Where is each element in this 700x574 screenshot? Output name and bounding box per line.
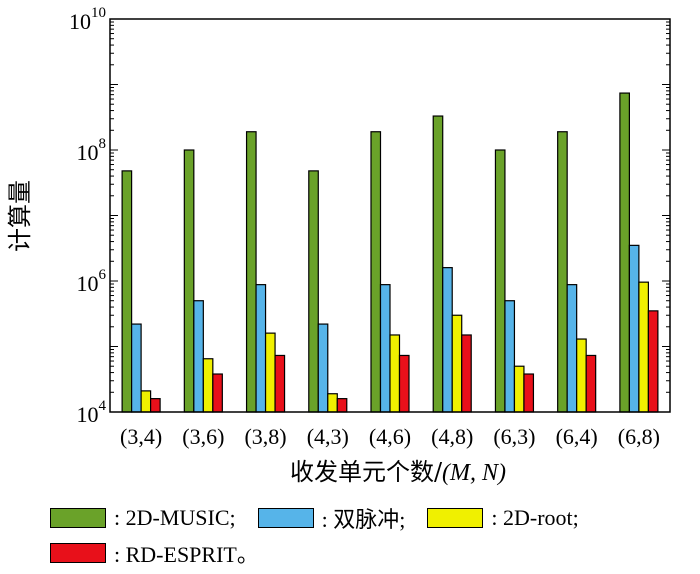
y-tick-label: 106 [77,267,107,296]
bar-2d-music-1 [183,149,195,413]
x-tick-label: (3,6) [182,424,224,449]
bar-2d-music-7 [557,131,568,413]
legend-row-1: : 2D-MUSIC; : 双脉冲; : 2D-root; [50,504,690,532]
bar-rd-esprit-7 [585,354,597,413]
legend-swatch-rd-esprit [50,543,106,563]
legend-item-2d-root: : 2D-root; [427,505,579,531]
legend-label-shuangmaichong: 双脉冲; [333,507,406,532]
bar-rd-esprit-1 [212,373,223,413]
bar-rd-esprit-4 [398,354,410,413]
legend-prefix: : [321,507,334,532]
bar-2d-root-1 [202,358,214,413]
bar-rd-esprit-2 [274,354,286,413]
legend-prefix: : [491,505,504,530]
bar-2d-root-7 [576,338,587,413]
x-tick-label: (4,6) [369,424,411,449]
bar---3 [317,323,329,413]
bar-2d-music-5 [432,115,444,413]
bar---4 [379,284,391,413]
bar-2d-music-2 [245,131,257,413]
bar-2d-music-3 [308,170,319,413]
x-tick-label: (4,8) [431,424,473,449]
legend-item-shuangmaichong: : 双脉冲; [257,502,406,534]
x-tick-label: (4,3) [307,424,349,449]
y-tick-label: 108 [77,136,107,165]
legend: : 2D-MUSIC; : 双脉冲; : 2D-root; : RD-ESPRI… [50,504,690,574]
bar-2d-root-8 [638,281,649,413]
x-tick-label: (3,4) [120,424,162,449]
bar-rd-esprit-0 [150,398,161,413]
y-tick-label: 1010 [69,5,106,34]
bar---2 [255,284,267,413]
legend-label-2d-music: 2D-MUSIC; [125,505,236,530]
bar---5 [442,267,453,413]
x-tick-label: (6,8) [618,424,660,449]
bar-2d-root-4 [389,334,401,413]
bars-group [121,92,659,413]
x-axis-title-vars: (M, N) [442,460,506,486]
y-axis-title: 计算量 [6,180,34,252]
legend-swatch-2d-music [50,508,106,528]
bar-rd-esprit-8 [647,310,659,413]
x-axis-ticks: (3,4) (3,6) (3,8) (4,3) (4,6) (4,8) (6,3) (6,4)… [120,424,660,449]
x-tick-label: (6,4) [556,424,598,449]
legend-swatch-shuangmaichong [257,508,314,528]
legend-prefix: : [114,505,126,530]
bar-rd-esprit-6 [523,373,535,413]
bar-2d-music-6 [494,149,506,413]
bar-2d-root-5 [451,314,463,413]
bar-2d-root-3 [327,393,338,413]
bar---8 [628,244,640,413]
legend-label-2d-root: 2D-root; [503,505,579,530]
bar-2d-music-4 [370,131,382,413]
bar---1 [193,300,204,413]
legend-item-rd-esprit: : RD-ESPRIT。 [50,537,259,569]
legend-swatch-2d-root [427,508,484,528]
x-tick-label: (6,3) [493,424,535,449]
legend-label-rd-esprit: RD-ESPRIT。 [125,542,259,567]
bar-2d-root-6 [513,365,525,413]
bar-2d-root-0 [140,390,152,413]
bar---6 [504,300,516,413]
bar---7 [566,284,578,413]
bar-2d-music-0 [121,170,133,413]
x-axis-title-text: 收发单元个数/ [290,458,443,486]
bar-2d-music-8 [619,92,630,413]
legend-row-2: : RD-ESPRIT。 [50,539,690,567]
legend-prefix: : [114,542,126,567]
y-axis-ticks: 104 106 108 1010 [69,5,670,427]
legend-item-2d-music: : 2D-MUSIC; [50,505,236,531]
bar---0 [131,323,142,413]
x-tick-label: (3,8) [244,424,286,449]
bar-rd-esprit-5 [461,334,472,413]
bar-2d-root-2 [264,332,276,413]
x-axis-title: 收发单元个数/(M, N) [290,458,506,486]
bar-rd-esprit-3 [336,398,348,413]
y-tick-label: 104 [77,398,107,427]
